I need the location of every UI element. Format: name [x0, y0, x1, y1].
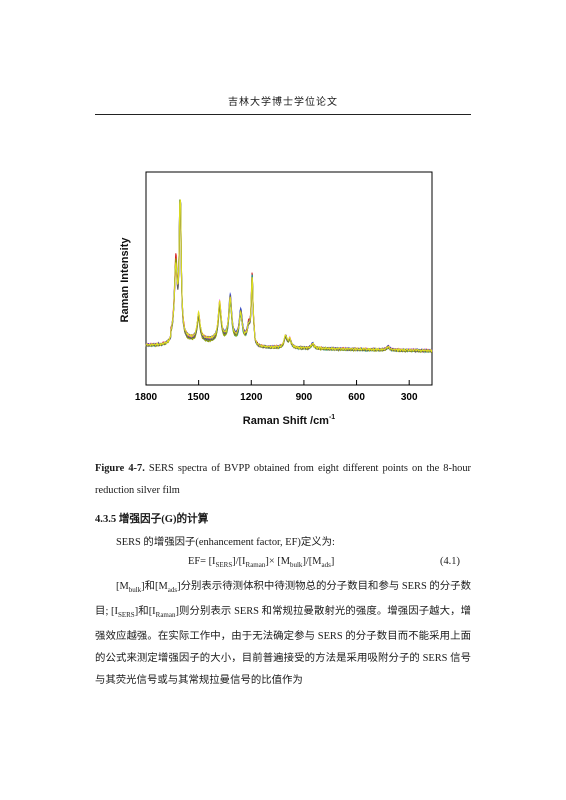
x-tick-label: 300	[401, 392, 418, 403]
spectrum-series-8	[145, 199, 433, 353]
figure-label: Figure 4-7.	[95, 463, 145, 474]
raman-spectra-chart: 1800 1500 1200 900 600 300 Raman Intensity Ra…	[119, 171, 433, 427]
equation-number: (4.1)	[440, 556, 460, 567]
spectrum-series-1	[145, 199, 433, 354]
figure-caption: Figure 4-7. SERS spectra of BVPP obtaine…	[95, 458, 471, 502]
running-header: 吉林大学博士学位论文	[228, 97, 338, 108]
x-tick-label: 600	[348, 392, 365, 403]
spectrum-series-7	[145, 199, 433, 354]
section-heading: 4.3.5 增强因子(G)的计算	[95, 514, 209, 525]
header-rule	[95, 114, 471, 115]
plot-frame	[145, 171, 433, 386]
figure-caption-text: SERS spectra of BVPP obtained from eight…	[95, 463, 471, 496]
x-axis-ticks: 1800 1500 1200 900 600 300	[135, 380, 418, 403]
x-axis-label-superscript: -1	[329, 414, 335, 421]
x-tick-label: 1800	[135, 392, 158, 403]
spectrum-series-5	[145, 199, 433, 354]
x-tick-label: 1500	[188, 392, 211, 403]
spectrum-series-6	[145, 199, 432, 354]
spectrum-series-2	[145, 199, 433, 353]
spectrum-series-4	[145, 199, 433, 354]
series-layer	[145, 199, 433, 354]
y-axis-label: Raman Intensity	[119, 237, 131, 323]
paragraph-1: SERS 的增强因子(enhancement factor, EF)定义为:	[116, 537, 335, 548]
x-tick-label: 1200	[240, 392, 263, 403]
x-axis-label: Raman Shift /cm-1	[243, 414, 336, 427]
equation: EF= [ISERS]/[IRaman]× [Mbulk]/[Mads]	[188, 556, 335, 570]
paragraph-2: [Mbulk]和[Mads]分别表示待测体积中待测物总的分子数目和参与 SERS…	[95, 581, 471, 687]
x-axis-label-text: Raman Shift /cm	[243, 415, 329, 427]
x-tick-label: 900	[296, 392, 313, 403]
spectrum-series-3	[145, 199, 433, 353]
